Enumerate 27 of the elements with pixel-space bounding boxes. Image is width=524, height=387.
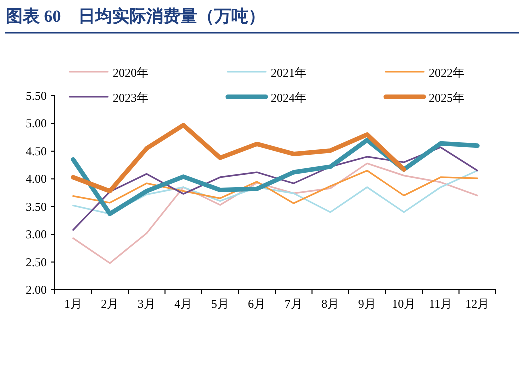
x-tick-label: 4月	[174, 297, 193, 311]
legend-label: 2021年	[271, 66, 307, 80]
x-tick-label: 8月	[322, 297, 340, 311]
x-tick-label: 6月	[248, 297, 266, 311]
chart-title: 图表 60 日均实际消费量（万吨）	[6, 7, 266, 26]
x-tick-label: 10月	[392, 297, 416, 311]
legend-label: 2025年	[429, 91, 465, 105]
x-tick-label: 12月	[466, 297, 490, 311]
y-tick-label: 2.50	[26, 255, 47, 270]
y-tick-label: 5.00	[26, 116, 47, 131]
y-tick-label: 4.00	[26, 172, 47, 186]
y-tick-label: 3.50	[26, 200, 47, 214]
x-tick-label: 11月	[429, 297, 453, 311]
x-tick-label: 2月	[101, 297, 120, 311]
y-tick-label: 2.00	[26, 283, 47, 297]
x-tick-label: 3月	[138, 297, 156, 311]
y-tick-label: 3.00	[26, 228, 47, 242]
legend-label: 2023年	[113, 91, 149, 105]
legend-label: 2020年	[113, 66, 149, 80]
y-tick-label: 4.50	[26, 144, 47, 158]
legend-label: 2022年	[429, 66, 465, 80]
x-tick-label: 7月	[284, 297, 303, 311]
y-tick-label: 5.50	[26, 89, 47, 103]
x-tick-label: 5月	[211, 297, 230, 311]
x-tick-label: 9月	[358, 297, 376, 311]
x-tick-label: 1月	[64, 297, 82, 311]
legend-label: 2024年	[271, 91, 307, 105]
